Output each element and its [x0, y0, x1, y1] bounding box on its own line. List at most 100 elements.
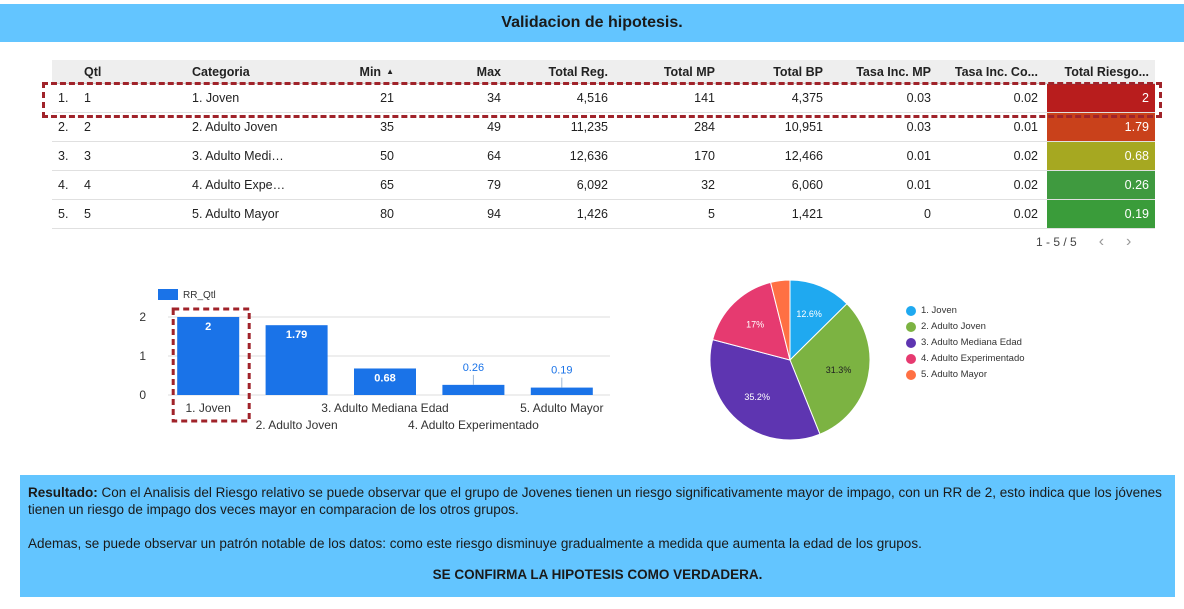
- legend-item[interactable]: 4. Adulto Experimentado: [906, 353, 1026, 365]
- cell-total-reg: 11,235: [570, 120, 608, 134]
- bar[interactable]: [442, 384, 505, 395]
- chevron-right-icon[interactable]: ›: [1126, 233, 1132, 250]
- bar-value-label: 1.79: [286, 329, 307, 341]
- cell-qtl: 2: [84, 120, 91, 134]
- risk-distribution-pie-chart: 12.6% 31.3% 35.2% 17%: [709, 279, 871, 441]
- legend-label: 5. Adulto Mayor: [921, 369, 988, 380]
- column-header-qtl[interactable]: Qtl: [84, 64, 102, 79]
- bar[interactable]: [354, 368, 416, 395]
- legend-item[interactable]: 1. Joven: [906, 305, 1026, 317]
- pie-slice-label: 12.6%: [796, 309, 822, 319]
- cell-categoria: 5. Adulto Mayor: [192, 207, 279, 221]
- cell-categoria: 4. Adulto Experimentado: [192, 178, 287, 192]
- pie-slice[interactable]: [712, 281, 791, 361]
- cell-max: 64: [487, 149, 501, 163]
- legend-item[interactable]: 3. Adulto Mediana Edad: [906, 337, 1026, 349]
- column-header-max[interactable]: Max: [476, 64, 501, 79]
- column-header-total-reg[interactable]: Total Reg.: [548, 64, 609, 79]
- rr-qtl-bar-chart: RR_Qtl 0 1 2 2 1. Joven 1.79 2. Adulto Joven 0.6…: [139, 289, 610, 432]
- column-header-tasa-inc-co[interactable]: Tasa Inc. Co...: [954, 64, 1038, 79]
- cell-min: 21: [380, 91, 394, 105]
- legend-dot-icon: [906, 354, 916, 364]
- legend-dot-icon: [906, 322, 916, 332]
- result-label: Resultado:: [28, 485, 98, 500]
- cell-qtl: 1: [84, 91, 91, 105]
- cell-max: 94: [487, 207, 501, 221]
- pie-slice[interactable]: [789, 303, 871, 435]
- cell-total-riesgo: 2: [1047, 84, 1155, 112]
- cell-tasa-inc-co: 0.01: [1013, 120, 1038, 134]
- cell-total-bp: 10,951: [784, 120, 823, 134]
- table-pagination: 1 - 5 / 5 ‹ ›: [1036, 233, 1131, 251]
- table-row[interactable]: 5. 5 5. Adulto Mayor 80 94 1,426 5 1,421 0 0.02 0.…: [52, 200, 1155, 229]
- x-tick-label: 5. Adulto Mayor: [520, 401, 603, 415]
- cell-total-bp: 6,060: [791, 178, 823, 192]
- bar[interactable]: [177, 317, 240, 395]
- cell-max: 49: [487, 120, 501, 134]
- x-tick-label: 2. Adulto Joven: [256, 418, 338, 432]
- cell-total-bp: 1,421: [791, 207, 823, 221]
- cell-total-reg: 1,426: [576, 207, 608, 221]
- legend-label: 1. Joven: [921, 305, 957, 316]
- dashboard-title: Validacion de hipotesis.: [0, 4, 1184, 42]
- cell-total-reg: 6,092: [576, 178, 608, 192]
- row-index: 3.: [58, 149, 69, 163]
- table-row[interactable]: 1. 1 1. Joven 21 34 4,516 141 4,375 0.03 0.02 2: [52, 84, 1155, 113]
- cell-tasa-inc-mp: 0.01: [906, 149, 931, 163]
- cell-total-mp: 170: [694, 149, 715, 163]
- y-tick-label: 1: [139, 349, 146, 363]
- column-header-total-mp[interactable]: Total MP: [663, 64, 715, 79]
- cell-total-riesgo: 0.19: [1047, 200, 1155, 228]
- cell-min: 80: [380, 207, 394, 221]
- column-header-tasa-inc-mp[interactable]: Tasa Inc. MP: [856, 64, 931, 79]
- bar[interactable]: [530, 387, 593, 395]
- bar-value-label: 2: [205, 321, 211, 333]
- cell-total-bp: 12,466: [784, 149, 823, 163]
- risk-table: Qtl Categoria Min ▲ Max Total Reg. Total …: [52, 60, 1155, 229]
- column-header-min[interactable]: Min ▲: [292, 60, 394, 83]
- legend-label: 4. Adulto Experimentado: [921, 353, 1025, 364]
- cell-tasa-inc-co: 0.02: [1013, 91, 1038, 105]
- row-index: 5.: [58, 207, 69, 221]
- row-index: 4.: [58, 178, 69, 192]
- legend-swatch: [158, 289, 178, 300]
- column-header-min-label: Min: [359, 64, 382, 79]
- legend-dot-icon: [906, 338, 916, 348]
- table-row[interactable]: 4. 4 4. Adulto Experimentado 65 79 6,092 32 6,0…: [52, 171, 1155, 200]
- cell-max: 34: [487, 91, 501, 105]
- x-tick-label: 3. Adulto Mediana Edad: [321, 401, 448, 415]
- cell-max: 79: [487, 178, 501, 192]
- bar-value-label: 0.26: [463, 362, 484, 374]
- bar[interactable]: [265, 325, 328, 395]
- legend-dot-icon: [906, 370, 916, 380]
- legend-item[interactable]: 2. Adulto Joven: [906, 321, 1026, 333]
- pie-slice[interactable]: [709, 339, 821, 441]
- cell-categoria: 3. Adulto Mediana Edad: [192, 149, 287, 163]
- legend-item[interactable]: 5. Adulto Mayor: [906, 369, 1026, 381]
- x-tick-label: 4. Adulto Experimentado: [408, 418, 539, 432]
- column-header-categoria[interactable]: Categoria: [192, 64, 250, 79]
- pagination-range: 1 - 5 / 5: [1036, 235, 1077, 249]
- y-tick-label: 2: [139, 310, 146, 324]
- pie-slice[interactable]: [769, 279, 791, 361]
- cell-total-riesgo: 0.26: [1047, 171, 1155, 199]
- result-paragraph: Resultado: Con el Analisis del Riesgo re…: [28, 484, 1167, 518]
- result-text: Con el Analisis del Riesgo relativo se p…: [28, 485, 1162, 517]
- column-header-total-riesgo[interactable]: Total Riesgo...: [1064, 64, 1150, 79]
- cell-total-bp: 4,375: [791, 91, 823, 105]
- cell-tasa-inc-co: 0.02: [1013, 178, 1038, 192]
- bar-value-label: 0.19: [551, 365, 572, 377]
- pie-slice[interactable]: [789, 279, 848, 362]
- table-row[interactable]: 3. 3 3. Adulto Mediana Edad 50 64 12,636 170 12…: [52, 142, 1155, 171]
- chevron-left-icon[interactable]: ‹: [1098, 233, 1105, 250]
- cell-tasa-inc-co: 0.02: [1013, 207, 1038, 221]
- result-pattern-text: Ademas, se puede observar un patrón nota…: [28, 536, 922, 551]
- table-body: 1. 1 1. Joven 21 34 4,516 141 4,375 0.03 0.02 2 2. 2…: [52, 84, 1155, 229]
- cell-total-mp: 141: [694, 91, 715, 105]
- cell-total-reg: 4,516: [576, 91, 608, 105]
- cell-tasa-inc-mp: 0: [924, 207, 931, 221]
- legend-label: 2. Adulto Joven: [921, 321, 986, 332]
- column-header-total-bp[interactable]: Total BP: [773, 64, 823, 79]
- cell-total-mp: 5: [708, 207, 715, 221]
- sort-ascending-icon: ▲: [386, 67, 394, 76]
